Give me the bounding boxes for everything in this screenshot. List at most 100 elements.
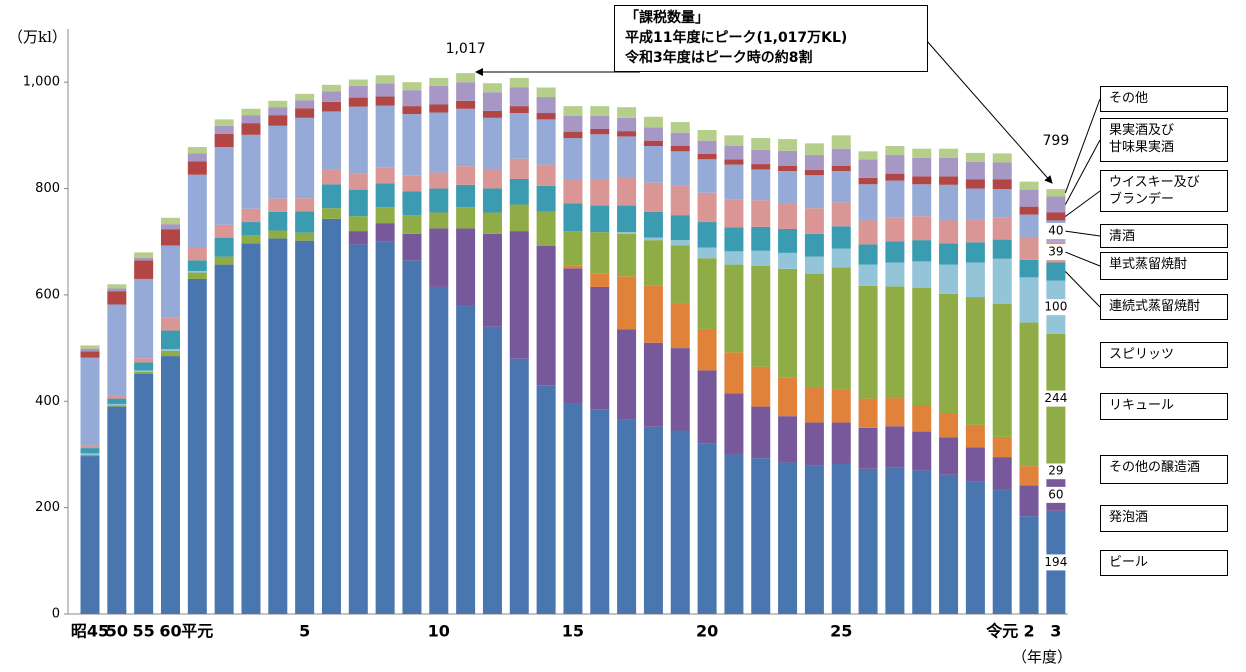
bar-segment: [751, 164, 771, 170]
bar-segment: [160, 224, 180, 230]
bar-segment: [1019, 237, 1039, 260]
bar-segment: [697, 222, 717, 248]
bar-segment: [858, 159, 878, 178]
bar-segment: [482, 326, 502, 614]
bar-segment: [375, 223, 395, 242]
bar-segment: [992, 303, 1012, 437]
bar-segment: [134, 370, 154, 373]
y-tick-label: 200: [35, 500, 60, 515]
bar-segment: [536, 97, 556, 114]
bar-segment: [804, 208, 824, 234]
bar-segment: [804, 169, 824, 176]
bar-segment: [536, 119, 556, 165]
bar-segment: [482, 110, 502, 118]
bar-segment: [241, 134, 261, 209]
y-tick-label: 800: [35, 181, 60, 196]
bar-segment: [858, 184, 878, 221]
bar-segment: [831, 170, 851, 203]
bar-segment: [134, 358, 154, 363]
bar-segment: [295, 198, 315, 212]
bar-segment: [348, 97, 368, 107]
bar-segment: [563, 106, 583, 116]
bar-segment: [268, 230, 288, 239]
bar-segment: [295, 232, 315, 241]
value-label: 39: [1048, 245, 1063, 259]
bar-segment: [939, 220, 959, 244]
bar-segment: [617, 205, 637, 233]
bar-segment: [160, 317, 180, 331]
bar-segment: [187, 161, 207, 175]
bar-segment: [778, 416, 798, 463]
bar-segment: [482, 169, 502, 189]
bar-segment: [241, 243, 261, 614]
value-label: 194: [1044, 555, 1067, 569]
bar-segment: [107, 405, 127, 407]
bar-segment: [107, 398, 127, 404]
bar-segment: [697, 130, 717, 141]
x-tick-label: 25: [830, 622, 852, 641]
bar-segment: [885, 398, 905, 427]
bar-segment: [402, 90, 422, 107]
bar-segment: [778, 228, 798, 253]
bar-segment: [456, 100, 476, 109]
bar-segment: [939, 157, 959, 177]
x-tick-label: 10: [428, 622, 450, 641]
bar-segment: [804, 175, 824, 209]
bar-segment: [643, 211, 663, 238]
bar-segment: [456, 305, 476, 614]
legend-entry: スピリッツ: [1100, 342, 1228, 368]
bar-segment: [536, 113, 556, 120]
bar-segment: [643, 140, 663, 146]
bar-segment: [1046, 189, 1066, 197]
legend-entry: 連続式蒸留焼酎: [1100, 294, 1228, 320]
x-unit: （年度）: [1012, 648, 1072, 666]
bar-segment: [268, 198, 288, 212]
bar-segment: [697, 443, 717, 614]
bar-segment: [912, 240, 932, 262]
bar-segment: [160, 217, 180, 225]
legend-entry: 単式蒸留焼酎: [1100, 252, 1228, 280]
bar-segment: [187, 147, 207, 154]
bar-segment: [697, 247, 717, 259]
bar-segment: [429, 85, 449, 105]
y-unit: （万kl）: [8, 28, 67, 46]
bar-segment: [348, 85, 368, 98]
bar-segment: [563, 179, 583, 204]
bar-segment: [858, 468, 878, 614]
bar-segment: [912, 176, 932, 185]
bar-segment: [509, 113, 529, 159]
bar-segment: [885, 426, 905, 468]
bar-segment: [536, 211, 556, 246]
bar-segment: [402, 233, 422, 261]
x-tick-label: 50: [106, 622, 128, 641]
bar-segment: [456, 166, 476, 185]
value-label: 100: [1044, 300, 1067, 314]
bar-segment: [992, 162, 1012, 180]
bar-segment: [643, 285, 663, 343]
bar-segment: [187, 260, 207, 271]
bar-segment: [670, 245, 690, 304]
bar-segment: [295, 117, 315, 199]
bar-segment: [804, 465, 824, 614]
bar-segment: [214, 264, 234, 614]
bar-segment: [751, 149, 771, 165]
bar-segment: [697, 258, 717, 329]
bar-segment: [724, 454, 744, 614]
bar-segment: [402, 191, 422, 216]
bar-segment: [429, 112, 449, 173]
bar-segment: [321, 84, 341, 92]
bar-segment: [858, 244, 878, 265]
x-tick-label: 60: [159, 622, 181, 641]
bar-segment: [214, 125, 234, 134]
bar-segment: [912, 148, 932, 158]
x-tick-label: 20: [696, 622, 718, 641]
legend-entry: リキュール: [1100, 393, 1228, 420]
bar-segment: [348, 216, 368, 232]
bar-segment: [751, 250, 771, 266]
bar-segment: [617, 233, 637, 277]
bar-segment: [965, 152, 985, 162]
bar-segment: [536, 385, 556, 614]
bar-segment: [912, 287, 932, 405]
bar-segment: [268, 238, 288, 614]
